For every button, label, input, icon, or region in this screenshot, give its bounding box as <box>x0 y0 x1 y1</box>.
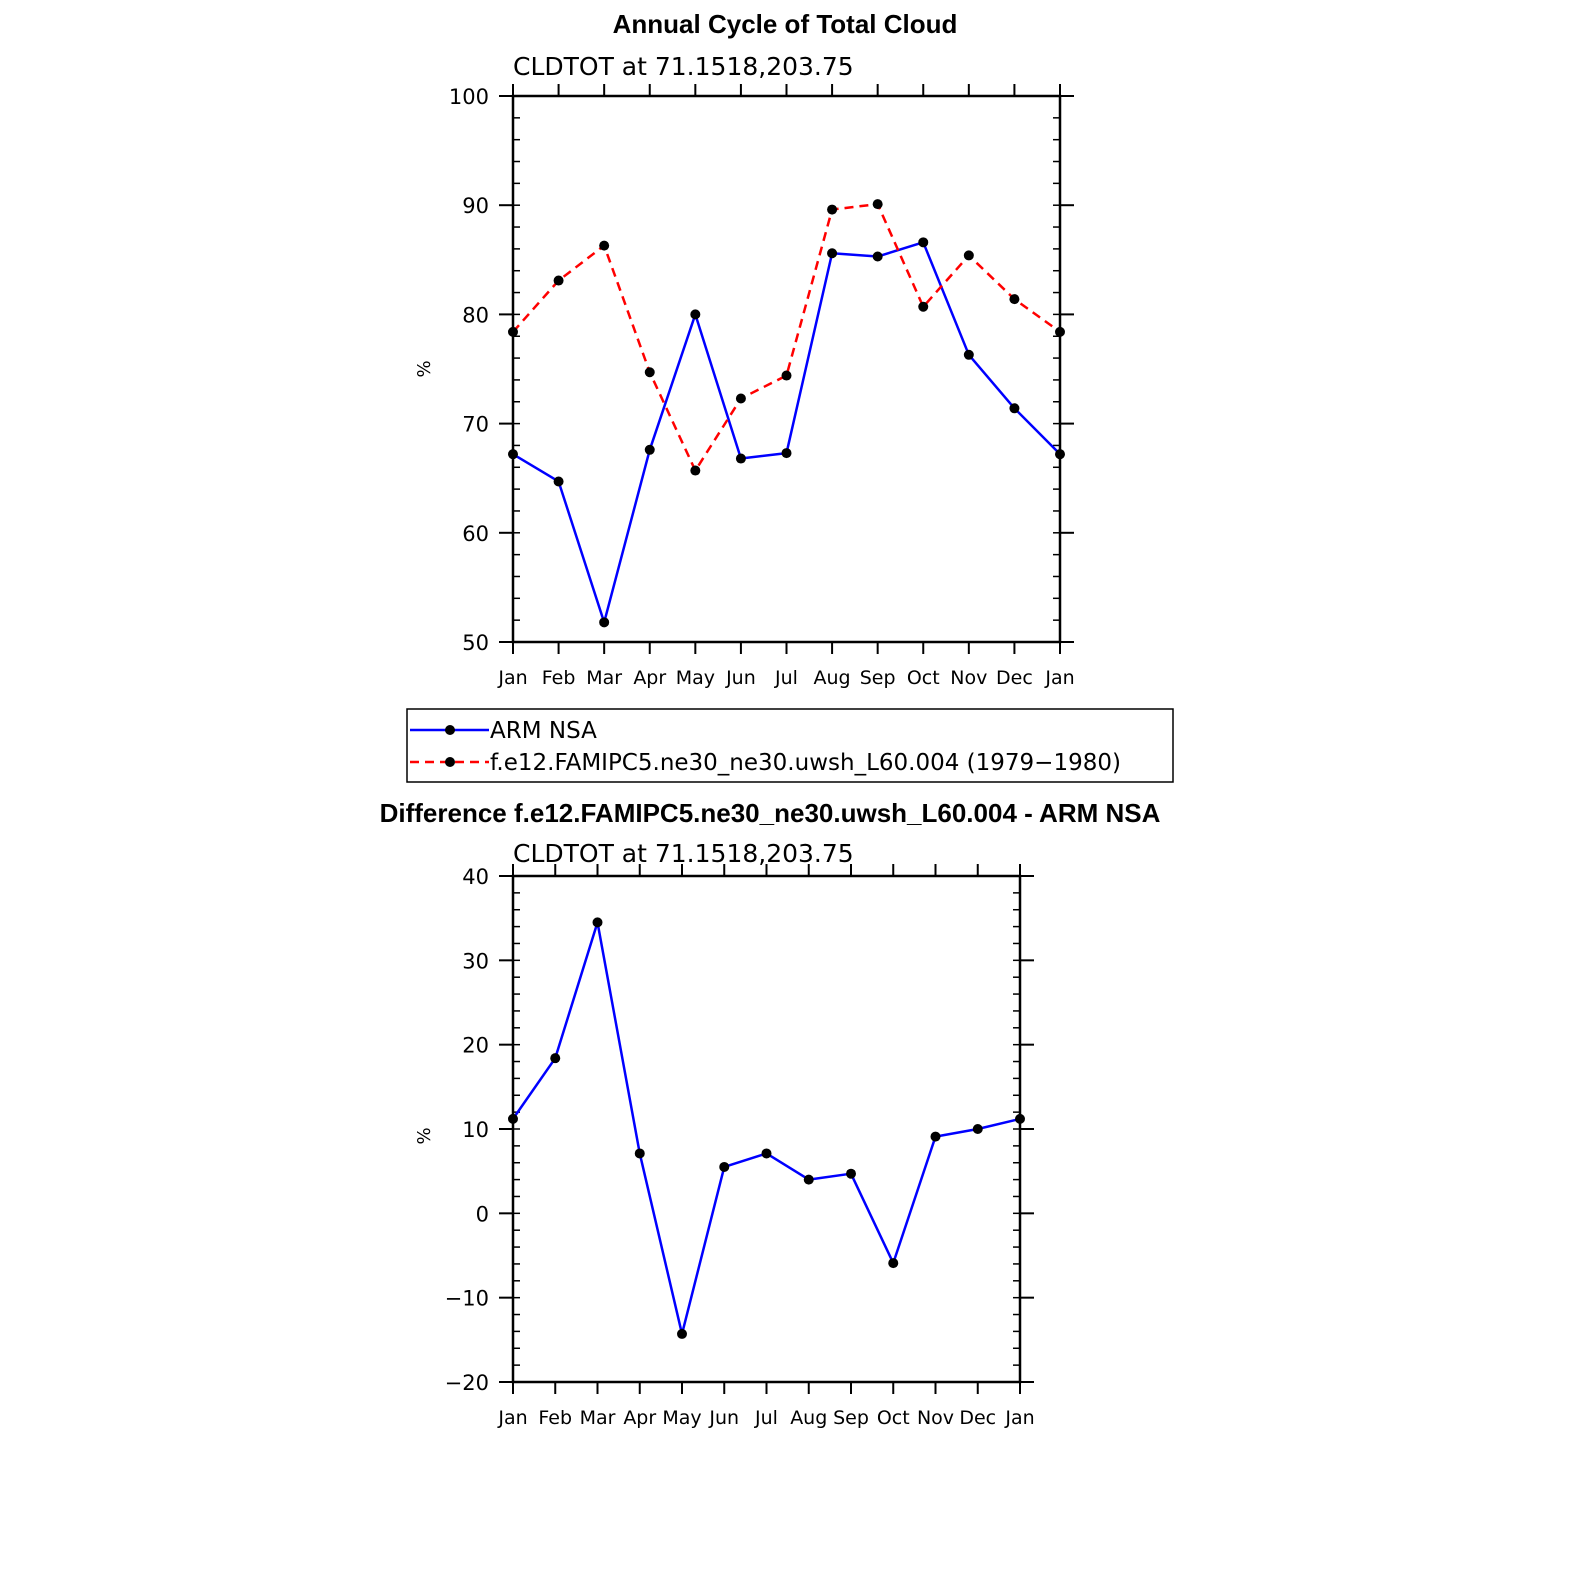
y-tick-label: 100 <box>449 85 489 109</box>
difference-chart: Difference f.e12.FAMIPC5.ne30_ne30.uwsh_… <box>380 798 1161 1429</box>
x-tick-label: Mar <box>580 1407 616 1429</box>
data-point-0-9 <box>888 1258 899 1269</box>
data-point-0-5 <box>719 1161 730 1172</box>
x-tick-label: Apr <box>633 667 666 689</box>
x-tick-label: Jan <box>497 667 527 689</box>
x-tick-label: May <box>676 667 715 689</box>
legend-marker-model <box>445 757 455 767</box>
chart1-ylabel: % <box>414 360 435 377</box>
data-point-0-6 <box>761 1148 772 1159</box>
x-tick-label: Oct <box>877 1407 910 1429</box>
data-point-0-12 <box>1055 449 1065 460</box>
y-tick-label: 40 <box>462 865 489 889</box>
legend-marker-arm-nsa <box>445 725 455 735</box>
y-tick-label: 0 <box>476 1202 489 1226</box>
y-tick-label: 90 <box>462 194 489 218</box>
chart1-subtitle: CLDTOT at 71.1518,203.75 <box>513 52 854 81</box>
chart1-title: Annual Cycle of Total Cloud <box>613 9 958 39</box>
data-point-0-4 <box>677 1328 687 1339</box>
data-point-0-1 <box>550 1053 561 1064</box>
legend-label-arm-nsa: ARM NSA <box>490 718 597 744</box>
legend-box <box>406 708 1174 783</box>
x-tick-label: May <box>662 1407 701 1429</box>
data-point-0-2 <box>592 917 603 928</box>
x-tick-label: Jan <box>497 1407 527 1429</box>
legend-entry-model: f.e12.FAMIPC5.ne30_ne30.uwsh_L60.004 (19… <box>410 750 1121 776</box>
data-point-1-10 <box>963 250 974 261</box>
data-point-0-8 <box>846 1168 856 1179</box>
data-point-0-8 <box>872 251 883 262</box>
data-point-1-1 <box>553 275 564 286</box>
data-point-1-2 <box>599 240 610 251</box>
data-point-0-7 <box>803 1174 814 1185</box>
x-tick-label: Aug <box>790 1407 827 1429</box>
data-point-1-4 <box>690 465 701 476</box>
plot-frame <box>511 94 1062 644</box>
x-tick-label: Oct <box>907 667 940 689</box>
chart2-subtitle: CLDTOT at 71.1518,203.75 <box>513 839 854 868</box>
data-point-0-5 <box>735 453 746 464</box>
legend-label-model: f.e12.FAMIPC5.ne30_ne30.uwsh_L60.004 (19… <box>490 750 1121 776</box>
data-point-0-11 <box>1009 403 1020 414</box>
data-point-0-0 <box>508 449 518 460</box>
x-tick-label: Jan <box>1004 1407 1034 1429</box>
data-point-1-8 <box>872 199 883 210</box>
x-tick-label: Sep <box>860 667 896 689</box>
data-point-0-3 <box>644 444 655 455</box>
data-point-0-10 <box>963 349 974 360</box>
data-point-1-3 <box>644 367 655 378</box>
x-tick-label: Feb <box>538 1407 572 1429</box>
x-tick-label: Dec <box>996 667 1033 689</box>
annual-cycle-chart: Annual Cycle of Total Cloud CLDTOT at 71… <box>414 9 1075 689</box>
series-line-0 <box>511 921 1021 1336</box>
data-point-1-9 <box>918 301 929 312</box>
x-tick-label: Jun <box>725 667 756 689</box>
x-tick-label: Aug <box>814 667 851 689</box>
y-tick-label: 10 <box>462 1118 489 1142</box>
data-point-0-12 <box>1015 1113 1025 1124</box>
chart2-ylabel: % <box>414 1127 435 1144</box>
y-tick-label: 30 <box>462 949 489 973</box>
y-tick-label: 70 <box>462 413 489 437</box>
x-tick-label: Jan <box>1044 667 1074 689</box>
x-tick-label: Jul <box>754 1407 778 1429</box>
data-point-1-6 <box>781 370 792 381</box>
y-tick-label: 50 <box>462 631 489 655</box>
y-tick-label: 80 <box>462 303 489 327</box>
series-line-0 <box>512 241 1061 624</box>
data-point-0-6 <box>781 448 792 459</box>
data-point-0-4 <box>690 309 701 320</box>
x-tick-label: Nov <box>917 1407 954 1429</box>
data-point-0-2 <box>599 617 610 628</box>
x-tick-label: Apr <box>623 1407 656 1429</box>
data-point-0-1 <box>553 476 564 487</box>
data-point-0-10 <box>930 1131 941 1142</box>
data-point-1-5 <box>735 393 746 404</box>
data-point-1-7 <box>827 204 838 215</box>
series-line-1 <box>512 202 1061 472</box>
data-point-0-9 <box>918 237 929 248</box>
x-tick-label: Feb <box>542 667 576 689</box>
y-tick-label: 20 <box>462 1034 489 1058</box>
legend: ARM NSA f.e12.FAMIPC5.ne30_ne30.uwsh_L60… <box>406 708 1174 783</box>
legend-entry-arm-nsa: ARM NSA <box>410 718 597 744</box>
x-tick-label: Jul <box>774 667 798 689</box>
y-tick-label: −10 <box>445 1287 489 1311</box>
y-tick-label: −20 <box>445 1371 489 1395</box>
data-point-0-11 <box>972 1124 983 1134</box>
data-point-1-12 <box>1055 326 1065 337</box>
data-point-0-3 <box>634 1148 645 1159</box>
data-point-1-11 <box>1009 294 1020 305</box>
data-point-0-7 <box>827 248 838 259</box>
y-tick-label: 60 <box>462 522 489 546</box>
x-tick-label: Mar <box>586 667 622 689</box>
x-tick-label: Nov <box>950 667 987 689</box>
x-tick-label: Sep <box>833 1407 869 1429</box>
x-tick-label: Dec <box>959 1407 996 1429</box>
x-tick-label: Jun <box>708 1407 739 1429</box>
data-point-1-0 <box>508 326 518 337</box>
data-point-0-0 <box>508 1113 518 1124</box>
chart2-title: Difference f.e12.FAMIPC5.ne30_ne30.uwsh_… <box>380 798 1161 828</box>
